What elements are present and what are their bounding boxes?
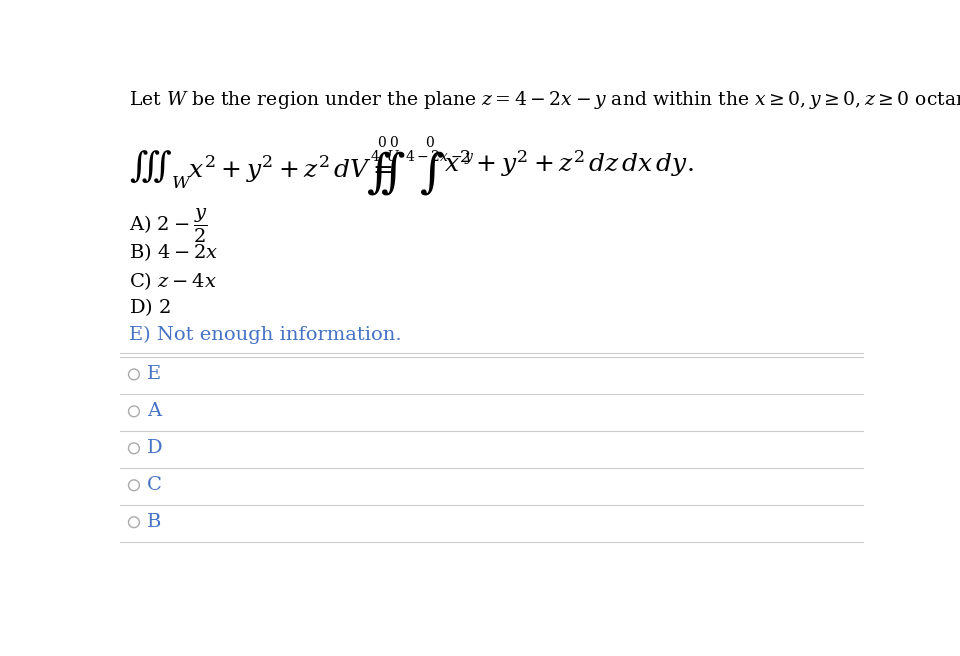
Text: D) $2$: D) $2$: [130, 297, 171, 318]
Text: A) $2 - \dfrac{y}{2}$: A) $2 - \dfrac{y}{2}$: [130, 207, 208, 245]
Text: $\iiint_W x^2 + y^2 + z^2 \, dV = $: $\iiint_W x^2 + y^2 + z^2 \, dV = $: [130, 149, 393, 191]
Text: B: B: [147, 513, 161, 531]
Text: $4 \;\; U \;\; 4-2x-y$: $4 \;\; U \;\; 4-2x-y$: [371, 148, 474, 166]
Text: A: A: [147, 402, 161, 420]
Text: $\int$: $\int$: [420, 149, 444, 197]
Text: $0$: $0$: [425, 135, 435, 150]
Text: C: C: [147, 476, 162, 494]
Text: $x^2 + y^2 + z^2 \, dz \, dx \, dy.$: $x^2 + y^2 + z^2 \, dz \, dx \, dy.$: [444, 149, 694, 180]
Text: $\int\!\!\int$: $\int\!\!\int$: [367, 149, 406, 197]
Text: D: D: [147, 440, 163, 457]
Text: B) $4 - 2x$: B) $4 - 2x$: [130, 241, 219, 263]
Text: Let $W$ be the region under the plane $z = 4 - 2x - y$ and within the $x \geq 0,: Let $W$ be the region under the plane $z…: [130, 89, 960, 111]
Text: C) $z - 4x$: C) $z - 4x$: [130, 270, 217, 291]
Text: E: E: [147, 365, 161, 383]
Text: $0 \; 0$: $0 \; 0$: [377, 135, 399, 150]
Text: E) Not enough information.: E) Not enough information.: [130, 326, 402, 344]
